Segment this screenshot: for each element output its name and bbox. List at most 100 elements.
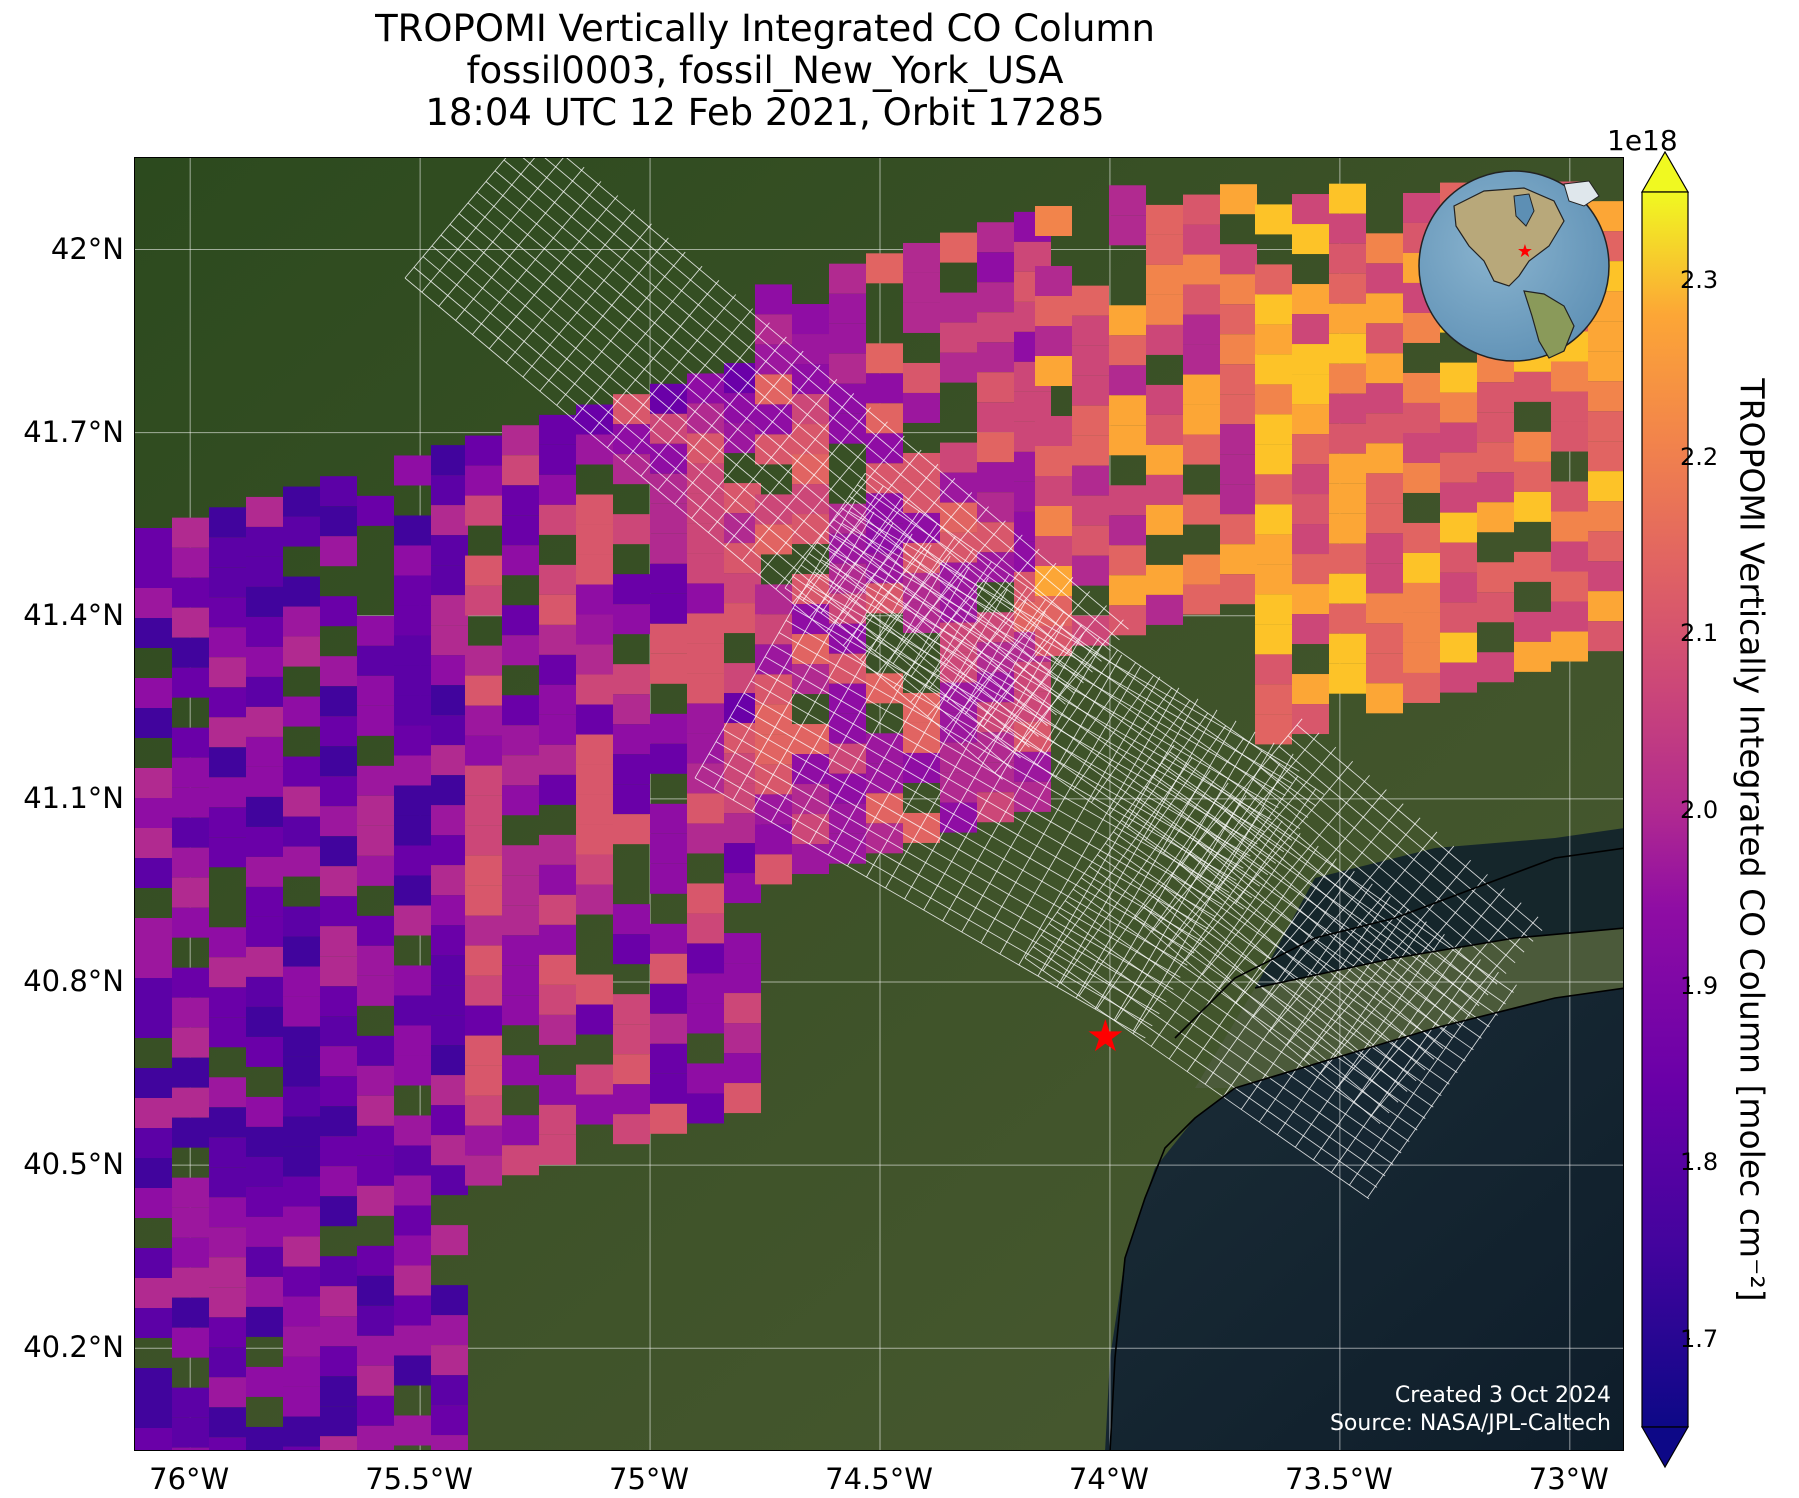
co-pixel — [1220, 244, 1257, 275]
co-pixel — [1588, 621, 1623, 652]
co-pixel — [576, 614, 613, 645]
colorbar-tick-label: 2.2 — [1680, 442, 1719, 471]
co-pixel — [465, 705, 502, 736]
co-pixel — [1035, 326, 1072, 356]
co-pixel — [755, 764, 792, 795]
co-pixel — [394, 1265, 431, 1296]
co-pixel — [246, 736, 283, 767]
co-pixel — [1551, 361, 1588, 392]
co-pixel — [431, 565, 468, 596]
co-pixel — [357, 1425, 394, 1450]
co-pixel — [209, 627, 246, 658]
title-line-3: 18:04 UTC 12 Feb 2021, Orbit 17285 — [425, 91, 1105, 134]
co-pixel — [650, 953, 687, 984]
co-pixel — [320, 1016, 357, 1047]
co-pixel — [1292, 584, 1329, 615]
co-pixel — [172, 1027, 209, 1058]
co-pixel — [465, 975, 502, 1006]
co-pixel — [135, 708, 172, 738]
co-pixel — [650, 563, 687, 594]
co-pixel — [502, 995, 539, 1026]
co-pixel — [1220, 574, 1257, 605]
co-pixel — [357, 1035, 394, 1066]
co-pixel — [172, 1417, 209, 1448]
long-island-sound — [1255, 828, 1623, 988]
co-pixel — [209, 1137, 246, 1168]
co-pixel — [394, 1355, 431, 1386]
co-pixel — [320, 1286, 357, 1317]
co-pixel — [1551, 481, 1588, 512]
co-pixel — [1292, 494, 1329, 525]
co-pixel — [135, 948, 172, 978]
co-pixel — [209, 1317, 246, 1348]
co-pixel — [940, 472, 977, 503]
co-pixel — [613, 784, 650, 815]
co-pixel — [539, 504, 576, 535]
co-pixel — [1588, 591, 1623, 622]
co-pixel — [135, 858, 172, 888]
co-pixel — [576, 434, 613, 465]
co-pixel — [135, 1248, 172, 1278]
co-pixel — [502, 605, 539, 636]
co-pixel — [320, 1436, 357, 1450]
map-panel[interactable]: ★ Created 3 Oct 2024 Source: NASA/JPL-Ca… — [134, 157, 1624, 1451]
co-pixel — [1292, 194, 1329, 225]
co-column-map[interactable]: ★ Created 3 Oct 2024 Source: NASA/JPL-Ca… — [135, 158, 1624, 1451]
co-pixel — [431, 775, 468, 806]
co-pixel — [394, 575, 431, 606]
co-pixel — [1477, 382, 1514, 413]
co-pixel — [576, 974, 613, 1005]
co-pixel — [394, 815, 431, 846]
co-pixel — [1109, 575, 1146, 606]
co-pixel — [1403, 552, 1440, 583]
co-pixel — [135, 798, 172, 828]
y-tick-label: 40.5°N — [23, 1147, 124, 1182]
co-pixel — [724, 1053, 761, 1084]
co-pixel — [357, 945, 394, 976]
x-tick-label: 76°W — [149, 1462, 230, 1496]
co-pixel — [431, 865, 468, 896]
co-pixel — [1109, 305, 1146, 336]
co-pixel — [1072, 285, 1109, 316]
co-pixel — [1183, 554, 1220, 585]
co-pixel — [465, 885, 502, 916]
co-pixel — [687, 1003, 724, 1034]
co-pixel — [613, 1114, 650, 1145]
co-pixel — [283, 1386, 320, 1417]
co-pixel — [1146, 474, 1183, 505]
co-pixel — [829, 323, 866, 354]
co-pixel — [172, 1297, 209, 1328]
co-pixel — [431, 715, 468, 746]
co-pixel — [977, 402, 1014, 433]
co-pixel — [431, 745, 468, 776]
long-island — [1195, 928, 1623, 1088]
co-pixel — [172, 727, 209, 758]
co-pixel — [1109, 365, 1146, 396]
co-pixel — [724, 873, 761, 904]
co-pixel — [1035, 296, 1072, 326]
co-pixel — [1514, 491, 1551, 522]
co-pixel — [431, 625, 468, 656]
co-pixel — [1403, 522, 1440, 553]
co-pixel — [1072, 345, 1109, 376]
co-pixel — [1329, 453, 1366, 484]
co-pixel — [977, 762, 1014, 793]
co-pixel — [650, 653, 687, 684]
co-pixel — [613, 994, 650, 1025]
co-pixel — [209, 957, 246, 988]
co-pixel — [1220, 514, 1257, 545]
co-pixel — [431, 1315, 468, 1346]
co-pixel — [431, 685, 468, 716]
co-pixel — [1146, 384, 1183, 415]
globe-star-icon: ★ — [1517, 241, 1533, 262]
co-pixel — [1255, 294, 1292, 325]
co-pixel — [1220, 544, 1257, 575]
co-pixel — [1255, 624, 1292, 655]
co-pixel — [320, 1376, 357, 1407]
co-pixel — [320, 686, 357, 717]
co-pixel — [724, 963, 761, 994]
co-pixel — [246, 646, 283, 677]
co-pixel — [465, 495, 502, 526]
co-pixel — [283, 906, 320, 937]
co-pixel — [394, 785, 431, 816]
